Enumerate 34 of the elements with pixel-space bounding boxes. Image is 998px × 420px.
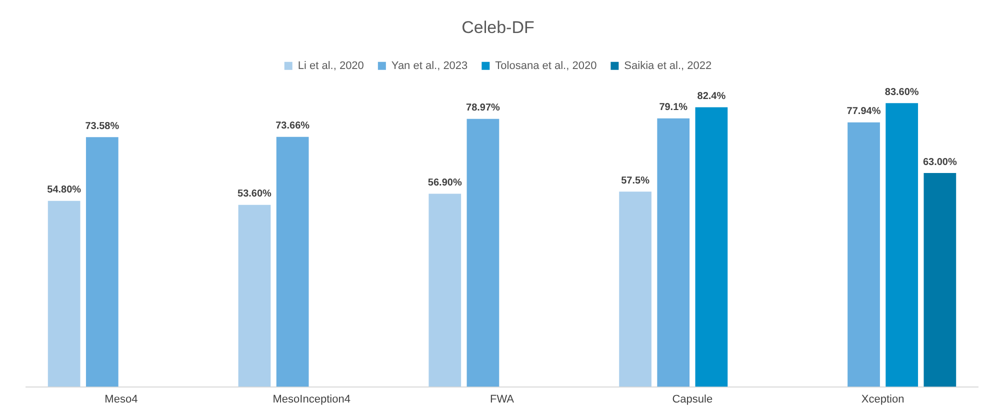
bar [276,136,309,387]
bar [428,194,462,387]
data-label: 63.00% [922,156,957,168]
x-tick-label: FWA [490,393,515,406]
bar [619,192,652,387]
data-label: 77.94% [846,106,881,118]
data-label: 53.60% [238,188,272,200]
chart-title: Celeb-DF [462,18,534,37]
bar [238,204,271,387]
legend-label: Tolosana et al., 2020 [495,60,597,72]
bar [86,137,118,387]
data-label: 54.80% [47,184,82,196]
bar [848,122,880,387]
data-label: 83.60% [884,86,919,98]
legend-label: Li et al., 2020 [298,60,364,72]
x-tick-label: MesoInception4 [272,393,350,406]
bar [466,118,500,387]
data-label: 73.58% [85,120,120,132]
bar [657,118,690,387]
data-label: 56.90% [428,177,462,188]
x-tick-label: Capsule [672,393,713,406]
bar [886,103,918,387]
x-tick-label: Meso4 [104,393,138,406]
legend-label: Saikia et al., 2022 [624,60,712,72]
data-label: 79.1% [659,102,688,114]
data-label: 82.4% [697,90,726,102]
bar [48,200,80,387]
x-tick-label: Xception [861,393,904,406]
legend-label: Yan et al., 2023 [391,60,468,72]
data-label: 73.66% [276,120,310,132]
data-label: 78.97% [466,102,500,114]
bar [695,107,728,387]
bar [924,173,956,387]
data-label: 57.5% [621,175,650,186]
